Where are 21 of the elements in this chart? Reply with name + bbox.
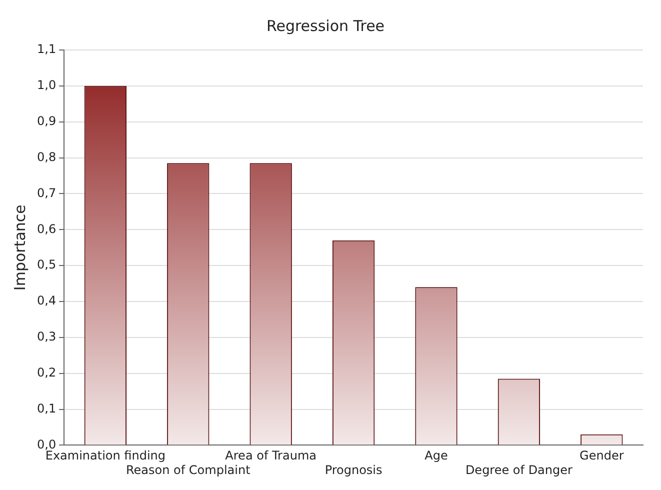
y-tick-label: 0,1 — [36, 401, 56, 416]
y-tick-label: 0,0 — [36, 437, 56, 452]
x-tick-label: Prognosis — [324, 462, 382, 477]
y-tick-label: 0,3 — [36, 330, 56, 344]
y-tick-label: 0,2 — [36, 365, 56, 380]
y-tick-label: 1,1 — [36, 42, 56, 56]
x-tick-label: Examination finding — [45, 448, 166, 463]
x-tick-label: Age — [424, 448, 448, 463]
y-tick-label: 0,8 — [36, 150, 56, 164]
y-tick-label: 1,0 — [36, 78, 56, 92]
y-tick-label: 0,7 — [36, 186, 56, 200]
y-tick-label: 0,5 — [36, 258, 56, 272]
y-axis-title: Importance — [10, 204, 29, 291]
y-tick-label: 0,6 — [36, 222, 56, 236]
y-tick-label: 0,9 — [36, 114, 56, 128]
chart-title: Regression Tree — [266, 16, 385, 35]
x-tick-label: Gender — [580, 448, 624, 463]
x-tick-label: Degree of Danger — [465, 462, 573, 477]
x-tick-label: Reason of Complaint — [126, 462, 251, 477]
x-tick-label: Area of Trauma — [225, 448, 316, 463]
y-tick-label: 0,4 — [36, 294, 56, 308]
